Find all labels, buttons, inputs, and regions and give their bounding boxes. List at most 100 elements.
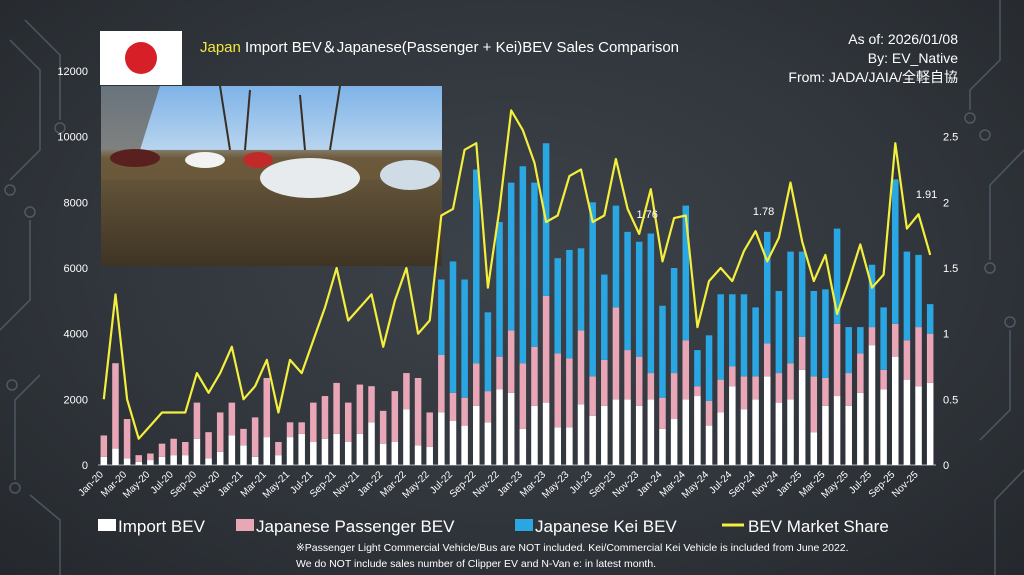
bar-japanese-passenger-bev xyxy=(240,428,247,446)
bar-japanese-passenger-bev xyxy=(857,353,864,393)
y-tick-label: 2000 xyxy=(64,394,88,406)
bar-japanese-kei-bev xyxy=(473,169,480,364)
legend-label-import: Import BEV xyxy=(118,517,206,536)
bar-import-bev xyxy=(426,446,433,465)
bar-japanese-passenger-bev xyxy=(414,377,422,446)
bar-japanese-kei-bev xyxy=(880,307,887,370)
bar-import-bev xyxy=(147,460,154,465)
bar-japanese-kei-bev xyxy=(589,202,596,377)
bar-japanese-passenger-bev xyxy=(182,442,189,456)
legend-label-share: BEV Market Share xyxy=(748,517,889,536)
bar-import-bev xyxy=(531,405,538,465)
bar-import-bev xyxy=(915,386,922,465)
bar-japanese-passenger-bev xyxy=(601,359,608,406)
bar-import-bev xyxy=(333,433,340,465)
bar-import-bev xyxy=(519,428,527,465)
bar-import-bev xyxy=(810,432,818,465)
bar-japanese-passenger-bev xyxy=(473,363,480,406)
as-of-date: As of: 2026/01/08 xyxy=(848,31,958,47)
bar-import-bev xyxy=(880,389,887,465)
bar-import-bev xyxy=(566,427,573,465)
bar-japanese-kei-bev xyxy=(705,335,713,401)
bar-japanese-passenger-bev xyxy=(915,327,922,387)
bar-import-bev xyxy=(286,437,294,465)
y2-tick-label: 2 xyxy=(943,197,949,209)
bar-japanese-kei-bev xyxy=(670,268,678,374)
bar-japanese-kei-bev xyxy=(507,182,515,331)
bar-import-bev xyxy=(589,415,596,465)
bar-japanese-kei-bev xyxy=(763,231,771,344)
bar-import-bev xyxy=(403,409,410,465)
y2-tick-label: 0 xyxy=(943,460,949,472)
bar-import-bev xyxy=(356,433,364,465)
x-tick-label: Nov-21 xyxy=(331,469,362,500)
bar-japanese-passenger-bev xyxy=(589,376,596,416)
y-tick-label: 6000 xyxy=(64,263,88,275)
bar-japanese-passenger-bev xyxy=(566,358,573,428)
footnote-line-1: ※Passenger Light Commercial Vehicle/Bus … xyxy=(296,542,849,554)
title-rest: Import BEV＆Japanese(Passenger + Kei)BEV … xyxy=(241,39,679,56)
bar-japanese-kei-bev xyxy=(903,251,911,341)
bar-import-bev xyxy=(647,399,655,465)
bar-japanese-kei-bev xyxy=(496,222,503,357)
bar-japanese-passenger-bev xyxy=(612,307,620,400)
y2-tick-label: 1.5 xyxy=(943,263,958,275)
bar-import-bev xyxy=(123,458,131,465)
x-tick-label: Nov-25 xyxy=(890,469,921,500)
bar-japanese-passenger-bev xyxy=(123,419,131,459)
bar-import-bev xyxy=(612,399,620,465)
bar-japanese-kei-bev xyxy=(775,290,783,374)
bar-japanese-passenger-bev xyxy=(752,376,759,400)
bar-japanese-passenger-bev xyxy=(577,330,585,405)
japan-flag-icon xyxy=(100,31,182,85)
bar-japanese-kei-bev xyxy=(845,327,852,374)
bar-japanese-kei-bev xyxy=(647,233,655,374)
bar-japanese-passenger-bev xyxy=(147,453,154,461)
bar-import-bev xyxy=(100,456,108,465)
bar-import-bev xyxy=(682,399,690,465)
bar-japanese-passenger-bev xyxy=(531,346,538,406)
bar-japanese-passenger-bev xyxy=(333,382,340,434)
bar-japanese-passenger-bev xyxy=(135,455,142,462)
bar-import-bev xyxy=(379,443,387,465)
y2-tick-label: 2.5 xyxy=(943,132,958,144)
legend-label-passenger: Japanese Passenger BEV xyxy=(256,517,455,536)
bar-japanese-passenger-bev xyxy=(775,373,783,403)
bar-japanese-passenger-bev xyxy=(170,438,177,456)
legend-label-kei: Japanese Kei BEV xyxy=(535,517,677,536)
bar-import-bev xyxy=(263,437,271,465)
bar-import-bev xyxy=(635,405,643,465)
bar-japanese-kei-bev xyxy=(601,274,608,360)
bar-import-bev xyxy=(298,433,305,465)
bar-import-bev xyxy=(670,419,678,465)
bar-japanese-passenger-bev xyxy=(100,435,108,457)
bar-import-bev xyxy=(659,428,666,465)
bar-japanese-passenger-bev xyxy=(484,391,492,423)
bar-import-bev xyxy=(112,448,119,465)
bar-japanese-passenger-bev xyxy=(263,377,271,438)
bar-import-bev xyxy=(135,461,142,465)
bar-import-bev xyxy=(182,455,189,465)
bar-japanese-kei-bev xyxy=(787,251,794,364)
bar-import-bev xyxy=(868,345,876,465)
bar-japanese-passenger-bev xyxy=(205,432,212,459)
bar-import-bev xyxy=(705,425,713,465)
bar-import-bev xyxy=(729,386,736,465)
y2-tick-label: 0.5 xyxy=(943,394,958,406)
bar-japanese-passenger-bev xyxy=(926,333,934,383)
bar-japanese-passenger-bev xyxy=(647,373,655,400)
share-data-label: 1.78 xyxy=(753,206,774,218)
bar-japanese-passenger-bev xyxy=(496,356,503,390)
y2-tick-label: 1 xyxy=(943,329,949,341)
x-tick-label: Nov-24 xyxy=(750,469,781,500)
legend-swatch-passenger xyxy=(236,519,254,531)
bar-japanese-kei-bev xyxy=(461,279,468,398)
bar-import-bev xyxy=(321,438,329,465)
y-tick-label: 12000 xyxy=(57,66,88,78)
bar-japanese-kei-bev xyxy=(810,290,818,377)
y-tick-label: 8000 xyxy=(64,197,88,209)
bar-import-bev xyxy=(601,405,608,465)
bar-import-bev xyxy=(344,442,352,465)
bar-japanese-passenger-bev xyxy=(763,343,771,377)
bar-japanese-kei-bev xyxy=(833,228,841,324)
